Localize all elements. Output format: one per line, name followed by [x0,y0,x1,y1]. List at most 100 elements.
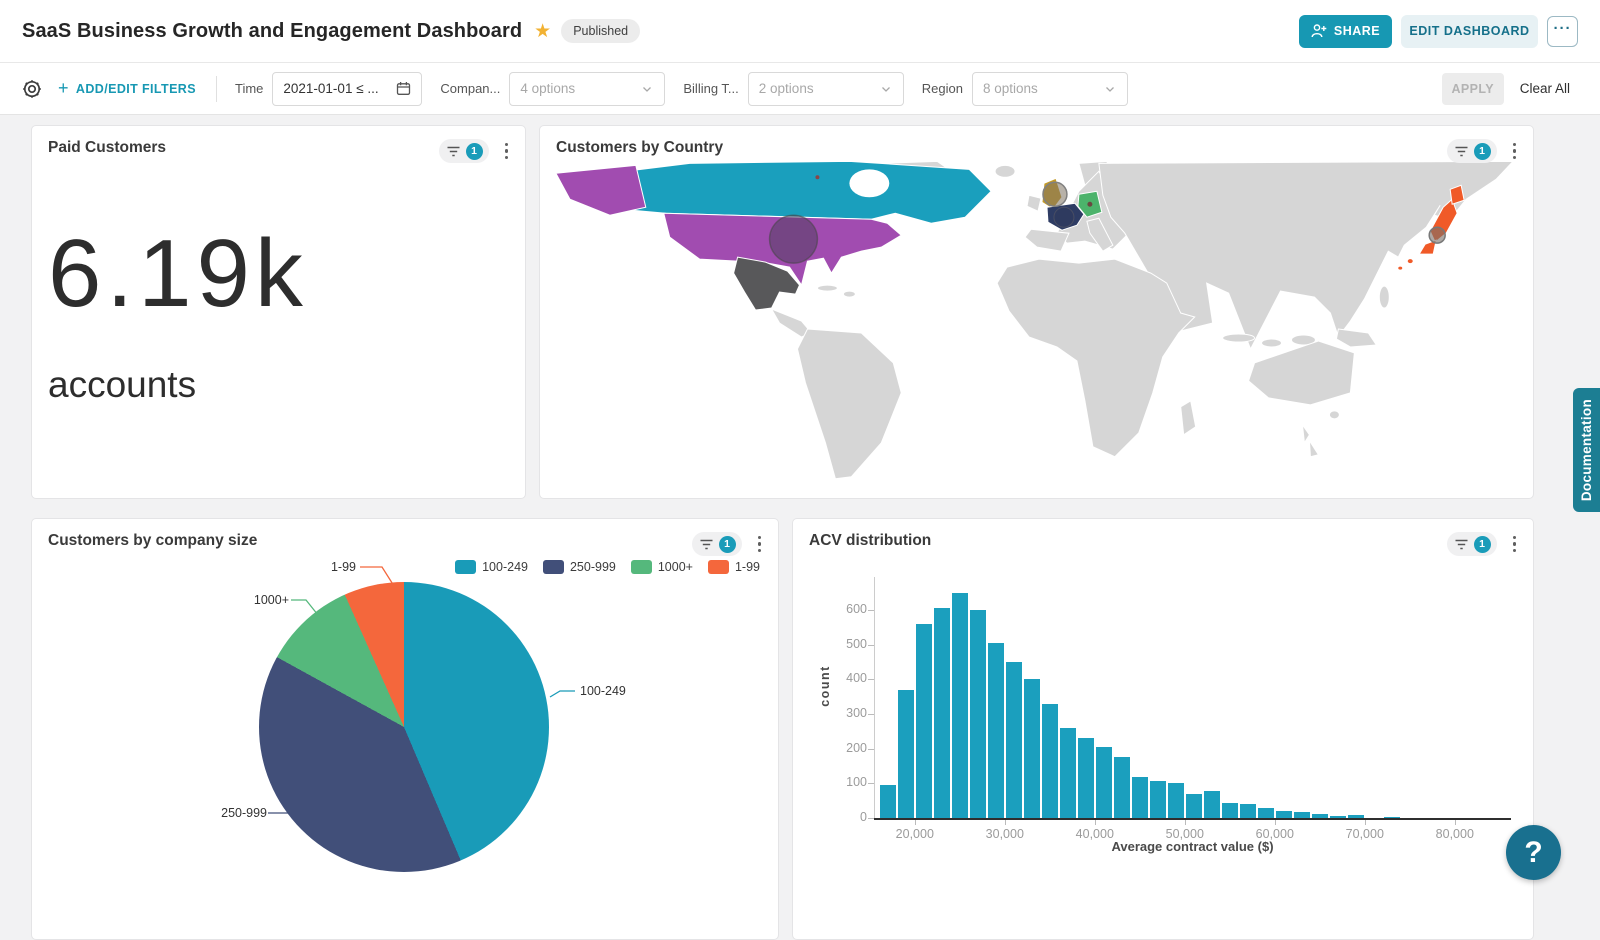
billing-filter-select[interactable]: 2 options [747,71,904,106]
help-button[interactable]: ? [1506,825,1561,880]
x-tick-mark [1454,820,1456,825]
legend-item[interactable]: 1000+ [630,560,693,574]
chevron-down-icon [881,86,890,92]
published-badge: Published [561,19,641,43]
filter-group-region: Region 8 options [922,71,1128,106]
histogram-bar[interactable] [1130,777,1149,818]
y-tick-label: 0 [860,810,867,824]
widget-filter-indicator[interactable]: 1 [691,532,742,557]
date-range-value: 2021-01-01 ≤ ... [283,81,379,96]
legend-label: 250-999 [569,560,616,574]
widget-customers-by-country: Customers by Country 1 [539,125,1534,499]
map-marker-canada[interactable] [815,175,820,180]
histogram[interactable]: count Average contract value ($) 0 100 200… [793,519,1533,939]
kebab-menu-icon[interactable] [1510,139,1520,163]
widget-filter-indicator[interactable]: 1 [1446,532,1497,557]
histogram-bar[interactable] [1238,804,1257,818]
country-japan-islands[interactable] [1397,265,1404,271]
share-button[interactable]: SHARE [1299,14,1392,48]
country-mexico[interactable] [733,256,801,311]
country-japan-islands[interactable] [1406,258,1414,265]
histogram-bar[interactable] [1112,757,1131,818]
hudson-bay [849,169,890,198]
y-tick-label: 300 [846,706,867,721]
y-tick-mark [868,748,874,750]
histogram-bar[interactable] [1184,793,1203,818]
histogram-bar[interactable] [1274,811,1293,818]
y-tick-mark [868,644,874,646]
widget-filter-indicator[interactable]: 1 [438,139,489,164]
country-alaska[interactable] [555,164,647,216]
histogram-bar[interactable] [1076,738,1095,818]
divider [215,75,217,102]
company-filter-select[interactable]: 4 options [509,71,666,106]
legend-item[interactable]: 250-999 [542,560,616,574]
widget-filter-indicator[interactable]: 1 [1446,139,1497,164]
widget-acv-distribution: ACV distribution 1 count Average contrac… [792,518,1534,940]
histogram-bar[interactable] [950,592,969,818]
country-canada[interactable] [597,161,992,224]
histogram-bar[interactable] [1328,816,1347,818]
histogram-bar[interactable] [1094,746,1113,818]
histogram-bar[interactable] [1004,662,1023,818]
map-marker-germany[interactable] [1087,201,1093,207]
pie-label-1-99: 1-99 [330,560,356,574]
kebab-menu-icon[interactable] [755,532,765,556]
map-marker-usa[interactable] [768,214,819,264]
histogram-bar[interactable] [1292,812,1311,818]
histogram-bar[interactable] [1346,814,1365,818]
landmass-australia [1247,340,1355,406]
histogram-bar[interactable] [1040,703,1059,818]
histogram-bar[interactable] [1022,679,1041,818]
landmass-hispaniola [842,290,856,298]
histogram-bar[interactable] [1058,727,1077,818]
date-range-input[interactable]: 2021-01-01 ≤ ... [272,71,423,106]
histogram-bar[interactable] [1310,813,1329,818]
map-marker-japan[interactable] [1428,226,1446,244]
histogram-bar[interactable] [1220,803,1239,818]
histogram-bar[interactable] [914,624,933,818]
country-japan-hokkaido[interactable] [1449,184,1465,205]
chevron-down-icon [643,86,652,92]
histogram-bar[interactable] [932,608,951,818]
histogram-bar[interactable] [896,689,915,818]
widget-title: Paid Customers [48,139,167,156]
map-marker-uk[interactable] [1042,181,1068,207]
pie-legend: 100-249 250-999 1000+ 1-99 [455,560,760,574]
more-options-button[interactable]: ··· [1547,15,1578,47]
pie-label-250-999: 250-999 [221,806,267,820]
landmass-sumatra [1222,333,1256,343]
kebab-menu-icon[interactable] [1510,532,1520,556]
world-map[interactable] [540,161,1531,497]
legend-item[interactable]: 100-249 [455,560,528,574]
histogram-bar[interactable] [1148,780,1167,818]
histogram-bar[interactable] [968,610,987,818]
histogram-bar[interactable] [986,643,1005,818]
map-marker-france[interactable] [1053,206,1075,228]
landmass-philippines [1378,285,1390,309]
add-edit-filters-button[interactable]: + ADD/EDIT FILTERS [58,78,196,99]
histogram-bar[interactable] [1166,783,1185,818]
favorite-star-icon[interactable]: ★ [534,20,552,42]
documentation-tab[interactable]: Documentation [1573,388,1600,512]
histogram-bar[interactable] [1256,807,1275,818]
kpi-unit: accounts [48,364,197,405]
y-tick-mark [868,610,874,612]
histogram-bar[interactable] [1382,816,1401,818]
histogram-bar[interactable] [878,785,897,818]
clear-all-button[interactable]: Clear All [1519,81,1570,96]
landmass-spain [1024,228,1070,252]
settings-gear-icon[interactable] [20,77,44,101]
legend-swatch [455,560,477,574]
histogram-bar[interactable] [1202,790,1221,818]
region-filter-value: 8 options [982,81,1038,96]
calendar-icon [397,82,411,95]
apply-button[interactable]: APPLY [1441,72,1504,105]
plus-icon: + [58,78,69,98]
edit-dashboard-button[interactable]: EDIT DASHBOARD [1401,14,1538,48]
pie-chart[interactable] [259,582,549,872]
region-filter-select[interactable]: 8 options [971,71,1128,106]
kebab-menu-icon[interactable] [502,139,512,163]
legend-item[interactable]: 1-99 [707,560,760,574]
filter-group-billing: Billing T... 2 options [683,71,904,106]
